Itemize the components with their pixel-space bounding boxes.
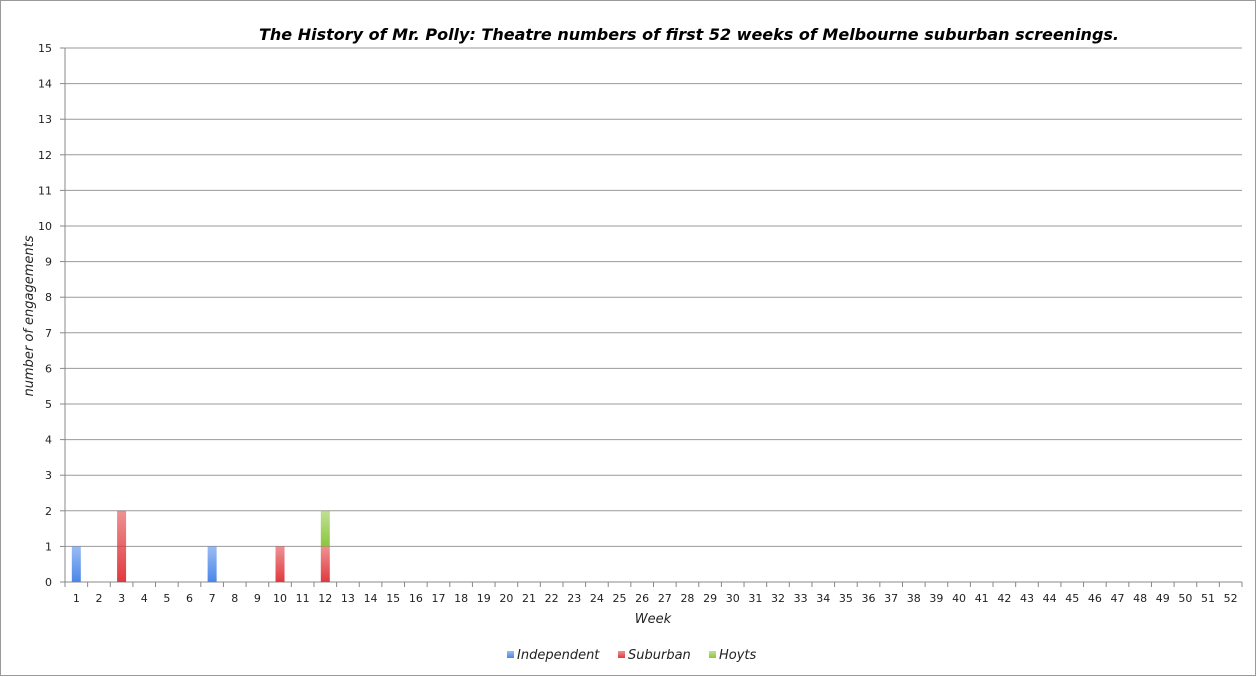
x-tick-label: 47 — [1111, 592, 1125, 605]
x-tick-label: 44 — [1043, 592, 1057, 605]
y-tick-label: 5 — [45, 398, 52, 411]
x-tick-label: 45 — [1065, 592, 1079, 605]
legend-swatch-hoyts — [709, 651, 716, 658]
y-tick-label: 1 — [45, 540, 52, 553]
legend-label-suburban: Suburban — [628, 648, 691, 663]
x-tick-label: 28 — [680, 592, 694, 605]
x-axis-ticks: 1 2 3 4 5 6 7 8 9 10 11 12 13 14 15 16 17 18 19 20 21 22 23 24 2… — [64, 582, 1243, 605]
x-tick-label: 23 — [567, 592, 581, 605]
x-tick-label: 4 — [141, 592, 148, 605]
x-tick-label: 19 — [477, 592, 491, 605]
x-tick-label: 41 — [975, 592, 989, 605]
x-tick-label: 3 — [118, 592, 125, 605]
y-tick-label: 14 — [38, 78, 52, 91]
y-tick-label: 3 — [45, 469, 52, 482]
x-tick-label: 5 — [163, 592, 170, 605]
y-tick-label: 15 — [38, 42, 52, 55]
x-tick-label: 21 — [522, 592, 536, 605]
x-axis-title: Week — [635, 612, 672, 627]
x-tick-label: 46 — [1088, 592, 1102, 605]
x-tick-label: 42 — [997, 592, 1011, 605]
x-tick-label: 33 — [794, 592, 808, 605]
chart-title: The History of Mr. Polly: Theatre number… — [259, 25, 1119, 44]
x-tick-label: 43 — [1020, 592, 1034, 605]
x-tick-label: 6 — [186, 592, 193, 605]
x-tick-label: 24 — [590, 592, 604, 605]
x-tick-label: 36 — [862, 592, 876, 605]
x-tick-label: 32 — [771, 592, 785, 605]
x-tick-label: 50 — [1178, 592, 1192, 605]
y-tick-label: 12 — [38, 149, 52, 162]
gridlines — [60, 47, 1242, 583]
x-tick-label: 34 — [816, 592, 830, 605]
x-tick-label: 15 — [386, 592, 400, 605]
y-tick-label: 8 — [45, 291, 52, 304]
bar-suburban-week-12 — [320, 546, 330, 582]
bar-independent-week-1 — [71, 546, 81, 582]
y-tick-label: 2 — [45, 505, 52, 518]
bar-suburban-week-3 — [117, 510, 127, 582]
y-tick-label: 13 — [38, 113, 52, 126]
legend-label-independent: Independent — [517, 648, 600, 663]
x-tick-label: 31 — [748, 592, 762, 605]
y-tick-label: 7 — [45, 327, 52, 340]
x-tick-label: 25 — [613, 592, 627, 605]
x-tick-label: 18 — [454, 592, 468, 605]
y-tick-label: 10 — [38, 220, 52, 233]
y-tick-label: 9 — [45, 256, 52, 269]
x-tick-label: 29 — [703, 592, 717, 605]
x-tick-label: 1 — [73, 592, 80, 605]
x-tick-label: 20 — [499, 592, 513, 605]
x-tick-label: 38 — [907, 592, 921, 605]
x-tick-label: 51 — [1201, 592, 1215, 605]
bars — [71, 510, 330, 582]
x-tick-label: 13 — [341, 592, 355, 605]
bar-suburban-week-10 — [275, 546, 285, 582]
x-tick-label: 11 — [296, 592, 310, 605]
x-tick-label: 35 — [839, 592, 853, 605]
x-tick-label: 16 — [409, 592, 423, 605]
bar-independent-week-7 — [207, 546, 217, 582]
x-tick-label: 2 — [95, 592, 102, 605]
x-tick-label: 7 — [209, 592, 216, 605]
x-tick-label: 10 — [273, 592, 287, 605]
x-tick-label: 39 — [929, 592, 943, 605]
x-tick-label: 52 — [1224, 592, 1238, 605]
y-axis-title: number of engagements — [22, 235, 37, 396]
legend-label-hoyts: Hoyts — [719, 648, 757, 663]
x-tick-label: 49 — [1156, 592, 1170, 605]
x-tick-label: 17 — [431, 592, 445, 605]
x-tick-label: 12 — [318, 592, 332, 605]
x-tick-label: 14 — [364, 592, 378, 605]
y-tick-label: 6 — [45, 362, 52, 375]
x-tick-label: 22 — [545, 592, 559, 605]
x-tick-label: 26 — [635, 592, 649, 605]
x-tick-label: 30 — [726, 592, 740, 605]
y-tick-label: 0 — [45, 576, 52, 589]
y-tick-label: 4 — [45, 434, 52, 447]
x-tick-label: 27 — [658, 592, 672, 605]
x-tick-label: 40 — [952, 592, 966, 605]
bar-hoyts-week-12 — [320, 510, 330, 547]
legend-swatch-independent — [507, 651, 514, 658]
y-tick-label: 11 — [38, 184, 52, 197]
legend-swatch-suburban — [618, 651, 625, 658]
legend: Independent Suburban Hoyts — [507, 648, 757, 663]
x-tick-label: 48 — [1133, 592, 1147, 605]
x-tick-label: 37 — [884, 592, 898, 605]
x-tick-label: 9 — [254, 592, 261, 605]
x-tick-label: 8 — [231, 592, 238, 605]
